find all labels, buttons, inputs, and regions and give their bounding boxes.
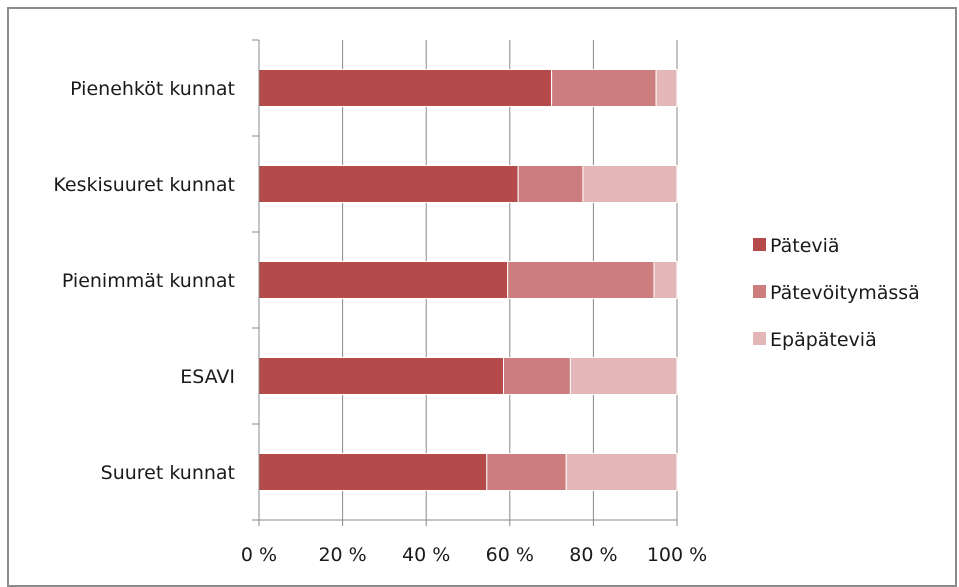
x-tick-label: 0 % (241, 544, 277, 566)
category-label: ESAVI (180, 366, 235, 388)
bar-segment (258, 261, 509, 299)
legend-label: Päteviä (770, 235, 840, 257)
x-tick-label: 60 % (486, 544, 534, 566)
bar-segment (486, 453, 567, 491)
x-tick-label: 40 % (402, 544, 450, 566)
bar-segment (517, 165, 584, 203)
category-label: Pienehköt kunnat (70, 78, 235, 100)
bar-segment (582, 165, 678, 203)
bar-segment (503, 357, 571, 395)
x-tick-label: 100 % (647, 544, 707, 566)
x-tick-label: 80 % (569, 544, 617, 566)
bar-segment (653, 261, 678, 299)
category-label: Keskisuuret kunnat (53, 174, 235, 196)
bar-segment (258, 453, 488, 491)
labels: 0 % 20 % 40 % 60 % 80 % 100 % Pienehköt kunnat… (53, 78, 707, 566)
legend-swatch (753, 332, 766, 345)
bar-segment (565, 453, 678, 491)
bar-segment (551, 69, 657, 107)
bar-segment (569, 357, 678, 395)
axes (252, 39, 678, 526)
legend-label: Epäpäteviä (770, 329, 877, 351)
category-label: Pienimmät kunnat (62, 270, 235, 292)
bar-segment (258, 69, 553, 107)
legend-swatch (753, 285, 766, 298)
bars (258, 69, 678, 491)
bar-segment (655, 69, 678, 107)
category-label: Suuret kunnat (101, 462, 235, 484)
legend-swatch (753, 238, 766, 251)
legend: Päteviä Pätevöitymässä Epäpäteviä (753, 235, 920, 351)
x-tick-label: 20 % (318, 544, 366, 566)
legend-label: Pätevöitymässä (770, 282, 920, 304)
bar-segment (258, 357, 505, 395)
bar-segment (507, 261, 655, 299)
bar-segment (258, 165, 519, 203)
